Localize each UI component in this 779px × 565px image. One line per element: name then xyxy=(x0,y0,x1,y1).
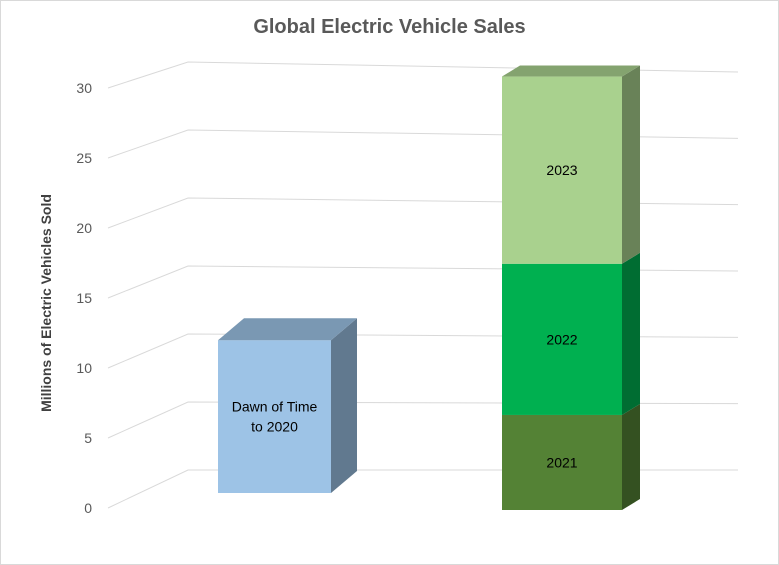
bar-segment xyxy=(218,340,331,493)
y-tick-label: 25 xyxy=(76,150,92,166)
y-tick-label: 30 xyxy=(76,80,92,96)
y-axis-ticks: 0 5 10 15 20 25 30 xyxy=(76,80,92,516)
bar-segment xyxy=(502,414,622,510)
y-tick-label: 0 xyxy=(84,500,92,516)
bar-data-label: Dawn of Time to 2020 xyxy=(232,399,318,435)
y-tick-label: 20 xyxy=(76,220,92,236)
gridline xyxy=(107,197,739,229)
bar-top xyxy=(218,318,357,341)
bar-data-label: 2021 xyxy=(546,454,577,470)
gridlines xyxy=(107,61,739,509)
bar-side xyxy=(622,65,640,264)
bar-top xyxy=(502,65,640,77)
bar-side xyxy=(622,403,640,510)
bar-segment xyxy=(502,263,622,415)
y-tick-label: 10 xyxy=(76,360,92,376)
bar-side xyxy=(622,252,640,415)
gridline xyxy=(107,333,739,369)
gridline xyxy=(107,265,739,299)
bar-data-label: 2022 xyxy=(546,331,577,347)
bar-data-label: 2023 xyxy=(546,162,577,178)
y-tick-label: 15 xyxy=(76,290,92,306)
bars: Dawn of Time to 2020 2021 2022 2023 xyxy=(218,65,640,510)
y-tick-label: 5 xyxy=(84,430,92,446)
gridline xyxy=(107,129,739,159)
gridline xyxy=(107,401,739,439)
chart-title: Global Electric Vehicle Sales xyxy=(253,16,526,38)
bar-segment xyxy=(502,76,622,264)
bar-side xyxy=(331,318,357,493)
gridline xyxy=(107,469,738,509)
gridline xyxy=(107,61,739,89)
